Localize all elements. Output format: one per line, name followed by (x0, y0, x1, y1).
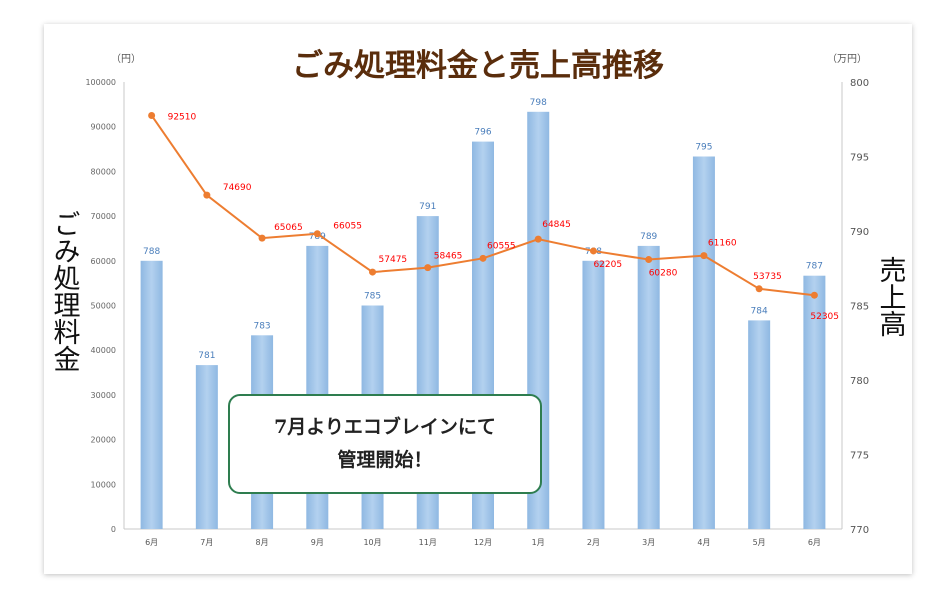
bar-12 (803, 275, 826, 529)
bar-label-0: 788 (143, 247, 160, 257)
x-tick-label-5: 11月 (419, 538, 437, 547)
bar-0 (140, 260, 163, 529)
line-label-10: 61160 (708, 239, 737, 249)
left-axis-ticks: 0 10000 20000 30000 40000 50000 60000 70000 8000… (85, 78, 116, 534)
x-tick-label-2: 8月 (256, 538, 269, 547)
left-tick-label-1: 10000 (91, 480, 116, 489)
line-label-12: 52305 (810, 312, 839, 322)
line-point-5 (424, 264, 432, 272)
line-label-11: 53735 (753, 272, 782, 282)
bar-label-7: 798 (530, 98, 547, 108)
right-axis-label: 売上高 (875, 256, 906, 337)
bar-9 (637, 245, 660, 529)
x-tick-label-1: 7月 (200, 538, 213, 547)
line-point-9 (645, 256, 653, 264)
line-label-5: 58465 (434, 252, 463, 262)
x-tick-label-12: 6月 (808, 538, 821, 547)
line-label-4: 57475 (379, 255, 408, 265)
line-point-7 (534, 235, 542, 243)
right-tick-label-6: 800 (850, 78, 869, 89)
right-tick-label-2: 780 (850, 376, 869, 387)
annotation-callout: 7月よりエコブレインにて 管理開始！ (228, 394, 542, 494)
line-point-2 (258, 234, 266, 242)
line-label-8: 62205 (593, 260, 622, 270)
bar-label-4: 785 (364, 292, 381, 302)
right-tick-label-5: 795 (850, 153, 869, 164)
line-label-6: 60555 (487, 241, 516, 251)
annotation-line-2: 管理開始！ (337, 449, 433, 471)
line-point-6 (479, 254, 487, 262)
left-tick-label-6: 60000 (91, 257, 116, 266)
left-tick-label-9: 90000 (91, 123, 116, 132)
right-tick-label-0: 770 (850, 525, 869, 536)
x-tick-label-3: 9月 (311, 538, 324, 547)
left-tick-label-0: 0 (111, 525, 116, 534)
line-label-9: 60280 (649, 269, 678, 279)
annotation-line-1: 7月よりエコブレインにて (274, 415, 496, 438)
bar-8 (582, 260, 605, 529)
x-tick-label-9: 3月 (642, 538, 655, 547)
line-point-0 (148, 111, 156, 119)
bar-10 (692, 156, 715, 529)
bar-label-2: 783 (253, 321, 270, 331)
left-axis-label: ごみ処理料金 (49, 210, 81, 372)
bar-label-12: 787 (806, 262, 823, 272)
line-point-12 (810, 291, 818, 299)
bar-label-11: 784 (751, 306, 768, 316)
left-tick-label-8: 80000 (91, 167, 116, 176)
x-tick-label-10: 4月 (697, 538, 710, 547)
line-point-3 (313, 230, 321, 238)
line-labels: 92510 74690 65065 66055 57475 58465 60555 64845… (168, 112, 839, 322)
x-tick-label-7: 1月 (532, 538, 545, 547)
bar-label-1: 781 (198, 351, 215, 361)
line-series (148, 111, 818, 299)
line-label-0: 92510 (168, 112, 197, 122)
line-label-3: 66055 (333, 222, 362, 232)
right-tick-label-1: 775 (850, 451, 869, 462)
line-label-2: 65065 (274, 223, 303, 233)
left-tick-label-4: 40000 (91, 346, 116, 355)
left-tick-label-7: 70000 (91, 212, 116, 221)
right-axis-ticks: 770 775 780 785 790 795 800 (850, 78, 869, 536)
x-tick-label-6: 12月 (474, 538, 492, 547)
left-tick-label-2: 20000 (91, 436, 116, 445)
line-point-11 (755, 285, 763, 293)
x-tick-label-0: 6月 (145, 538, 158, 547)
bar-label-5: 791 (419, 202, 436, 212)
x-tick-label-11: 5月 (753, 538, 766, 547)
left-tick-label-10: 100000 (85, 78, 116, 87)
line-point-10 (700, 252, 708, 260)
chart-title: ごみ処理料金と売上高推移 (292, 48, 664, 84)
right-tick-label-3: 785 (850, 302, 869, 313)
left-axis-unit: （円） (111, 53, 141, 65)
line-point-1 (203, 191, 211, 199)
line-label-1: 74690 (223, 183, 252, 193)
line-label-7: 64845 (542, 220, 571, 230)
bar-label-10: 795 (695, 143, 712, 153)
left-tick-label-3: 30000 (91, 391, 116, 400)
right-tick-label-4: 790 (850, 227, 869, 238)
right-axis-unit: （万円） (827, 53, 867, 65)
x-tick-label-4: 10月 (363, 538, 381, 547)
line-point-8 (589, 247, 597, 255)
x-axis-ticks: 6月 7月 8月 9月 10月 11月 12月 1月 2月 3月 4月 5月 6月 (145, 538, 821, 547)
x-tick-label-8: 2月 (587, 538, 600, 547)
left-tick-label-5: 50000 (91, 302, 116, 311)
bar-label-6: 796 (474, 128, 491, 138)
line-point-4 (369, 268, 377, 276)
bar-11 (748, 320, 771, 529)
bar-label-9: 789 (640, 232, 657, 242)
bar-1 (195, 365, 218, 529)
